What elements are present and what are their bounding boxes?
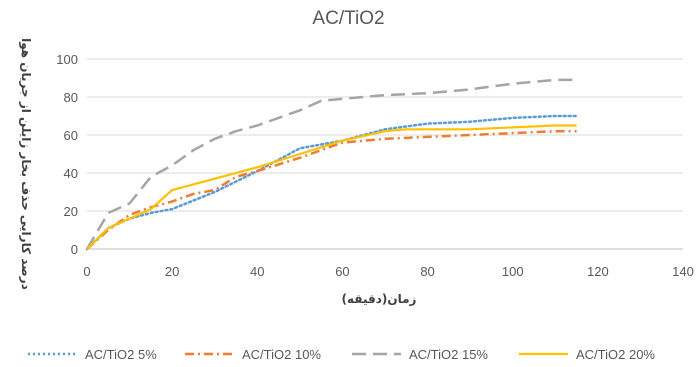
legend-label-1: AC/TiO2 5% xyxy=(85,347,157,362)
series-line-1 xyxy=(85,114,578,251)
x-tick-label: 140 xyxy=(672,264,694,279)
y-tick-label: 40 xyxy=(64,166,78,181)
y-axis-title: درصد کارایی حذف بخار زایلن از جریان هوا xyxy=(18,38,33,290)
x-tick-label: 20 xyxy=(165,264,179,279)
x-tick-label: 0 xyxy=(83,264,90,279)
y-tick-label: 80 xyxy=(64,90,78,105)
chart-title: AC/TiO2 xyxy=(312,8,385,29)
x-axis-title: زمان(دقیقه) xyxy=(342,292,417,306)
x-tick-label: 100 xyxy=(502,264,524,279)
series-line-4 xyxy=(86,124,577,250)
y-tick-label: 60 xyxy=(64,128,78,143)
series-lines xyxy=(85,78,578,251)
legend-label-4: AC/TiO2 20% xyxy=(576,347,655,362)
x-tick-label: 80 xyxy=(420,264,434,279)
x-tick-label: 40 xyxy=(250,264,264,279)
axes: 0 20 40 60 80 100 0 20 40 60 80 100 120 140 xyxy=(56,52,694,279)
y-tick-label: 100 xyxy=(56,52,78,67)
series-line-2 xyxy=(86,129,577,250)
x-tick-label: 60 xyxy=(335,264,349,279)
gridlines xyxy=(87,58,683,212)
legend-label-2: AC/TiO2 10% xyxy=(242,347,321,362)
y-tick-label: 0 xyxy=(71,242,78,257)
y-tick-label: 20 xyxy=(64,204,78,219)
legend-label-3: AC/TiO2 15% xyxy=(409,347,488,362)
x-tick-label: 120 xyxy=(587,264,609,279)
series-line-3 xyxy=(85,78,577,250)
legend: AC/TiO2 5% AC/TiO2 10% AC/TiO2 15% AC/TiO2 … xyxy=(28,347,655,362)
